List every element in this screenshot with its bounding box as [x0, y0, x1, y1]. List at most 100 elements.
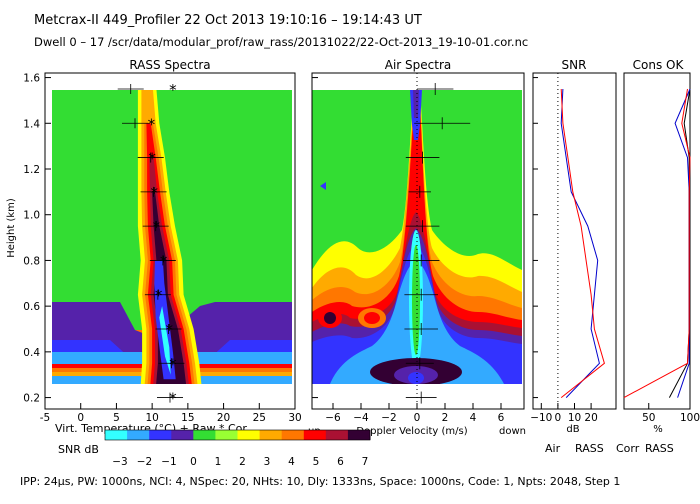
rass-cor-marker: *	[148, 150, 156, 168]
colorbar-cell-5	[215, 430, 238, 440]
rass-temperature-markers: **********	[117, 81, 185, 408]
rass-cor-marker: *	[169, 390, 177, 408]
colorbar-tick-label: 2	[239, 456, 246, 468]
height-tick-label: 0.6	[23, 301, 40, 313]
rass-xtick-label: 15	[181, 412, 194, 424]
rass-cor-marker: *	[169, 81, 177, 99]
air-axes-frame	[311, 72, 525, 410]
air-top-purple	[413, 90, 419, 118]
rass-panel-title: RASS Spectra	[129, 58, 210, 72]
air-xtick-label: −2	[381, 412, 396, 424]
rass-xtick-label: 25	[253, 412, 266, 424]
height-tick-label: 0.8	[23, 255, 40, 267]
colorbar-cells	[104, 429, 371, 441]
height-tick-label: 0.4	[23, 347, 40, 359]
air-xtick-label: 0	[414, 412, 421, 424]
air-lobe-left-core	[324, 312, 336, 324]
rass-plume-core-cyan	[159, 306, 171, 375]
rass-xtick-label: 20	[217, 412, 230, 424]
colorbar-tick-label: −2	[137, 456, 152, 468]
rass-plume-core	[154, 260, 176, 380]
colorbar-frame	[104, 429, 371, 441]
snr-axes: −10 0 10 20	[530, 73, 629, 424]
cons-xtick-label: 100	[680, 412, 700, 424]
colorbar-ticks: −3 −2 −1 0 1 2 3 4 5 6 7	[112, 456, 368, 468]
height-tick-label: 1.6	[23, 73, 40, 85]
cons-ok-panel: Cons OK 50 100 % Corr RASS	[616, 58, 700, 455]
snr-colorbar: SNR dB −3 −2 −1 0 1 2 3 4 5 6 7	[58, 429, 371, 468]
air-speck	[320, 182, 326, 190]
colorbar-tick-label: 4	[288, 456, 295, 468]
air-lobe-red	[364, 312, 380, 324]
acquisition-parameters: IPP: 24μs, PW: 1000ns, NCI: 4, NSpec: 20…	[20, 475, 620, 488]
rass-xtick-label: -5	[40, 412, 50, 424]
colorbar-tick-label: 1	[215, 456, 222, 468]
height-tick-label: 0.2	[23, 393, 40, 405]
air-core-blue	[408, 372, 424, 384]
colorbar-tick-label: −1	[161, 456, 176, 468]
air-xtick-label: 4	[470, 412, 477, 424]
air-velocity-markers	[403, 83, 471, 404]
figure-title: Metcrax-II 449_Profiler 22 Oct 2013 19:1…	[34, 13, 422, 28]
colorbar-cell-8	[281, 430, 305, 440]
colorbar-tick-label: 3	[264, 456, 271, 468]
rass-spectra-panel: RASS Spectra -5 0 5 10 15 20 25 30 0.2 0.4 0.6 0.8 1…	[6, 58, 318, 435]
legend-rass-2: RASS	[645, 442, 674, 455]
air-axes: −6 −4 −2 0 2 4 6	[325, 73, 505, 424]
colorbar-label: SNR dB	[58, 443, 99, 456]
snr-xtick-label: 10	[568, 412, 581, 424]
colorbar-cell-9	[303, 430, 327, 440]
colorbar-tick-label: 6	[337, 456, 344, 468]
rass-cor-marker: *	[155, 287, 163, 305]
air-x-axis-label: Doppler Velocity (m/s)	[356, 426, 467, 437]
snr-xtick-label: −10	[530, 412, 552, 424]
cons-line-rass	[623, 88, 691, 399]
rass-cor-marker: *	[160, 252, 168, 270]
colorbar-tick-label: 0	[190, 456, 197, 468]
snr-lines	[560, 88, 605, 398]
cons-x-axis-label: %	[653, 424, 663, 435]
rass-axes: -5 0 5 10 15 20 25 30 0.2 0.4 0.6 0.8 1.0 1.2 1.4 1.6	[23, 73, 318, 424]
colorbar-cell-1	[127, 430, 150, 440]
snr-panel-title: SNR	[562, 58, 587, 72]
height-tick-label: 1.0	[23, 210, 40, 222]
snr-xtick-label: 0	[555, 412, 562, 424]
snr-line-rass	[560, 88, 605, 398]
cons-panel-title: Cons OK	[633, 58, 685, 72]
colorbar-cell-7	[259, 430, 283, 440]
rass-cor-marker: *	[148, 115, 156, 133]
colorbar-cell-11	[347, 430, 371, 440]
cons-lines	[623, 88, 691, 399]
air-xtick-label: 2	[442, 412, 449, 424]
snr-xtick-label: 20	[584, 412, 597, 424]
rass-cor-marker: *	[169, 355, 177, 373]
height-tick-label: 1.4	[23, 118, 40, 130]
rass-axes-frame	[44, 72, 296, 410]
colorbar-tick-label: 5	[313, 456, 320, 468]
dwell-path-line: Dwell 0 – 17 /scr/data/modular_prof/raw_…	[34, 35, 528, 49]
rass-cor-marker: *	[151, 184, 159, 202]
air-panel-title: Air Spectra	[385, 58, 452, 72]
colorbar-cell-6	[237, 430, 261, 440]
cons-axes: 50 100	[642, 403, 700, 424]
legend-corr: Corr	[616, 442, 640, 455]
legend-rass: RASS	[575, 442, 604, 455]
rass-cor-marker: *	[153, 218, 161, 236]
air-xtick-label: −6	[325, 412, 341, 424]
colorbar-cell-2	[149, 430, 172, 440]
rass-xtick-label: 0	[77, 412, 84, 424]
rass-heatmap	[52, 90, 292, 384]
air-x-axis-down-label: down	[499, 426, 526, 437]
colorbar-cell-3	[171, 430, 194, 440]
air-xtick-label: −4	[353, 412, 369, 424]
rass-xtick-label: 30	[288, 412, 301, 424]
snr-axes-frame	[532, 72, 617, 410]
rass-cor-marker: *	[166, 321, 174, 339]
snr-x-axis-label: dB	[566, 424, 579, 435]
cons-xtick-label: 50	[642, 412, 655, 424]
colorbar-tick-label: −3	[112, 456, 127, 468]
height-tick-label: 1.2	[23, 164, 40, 176]
